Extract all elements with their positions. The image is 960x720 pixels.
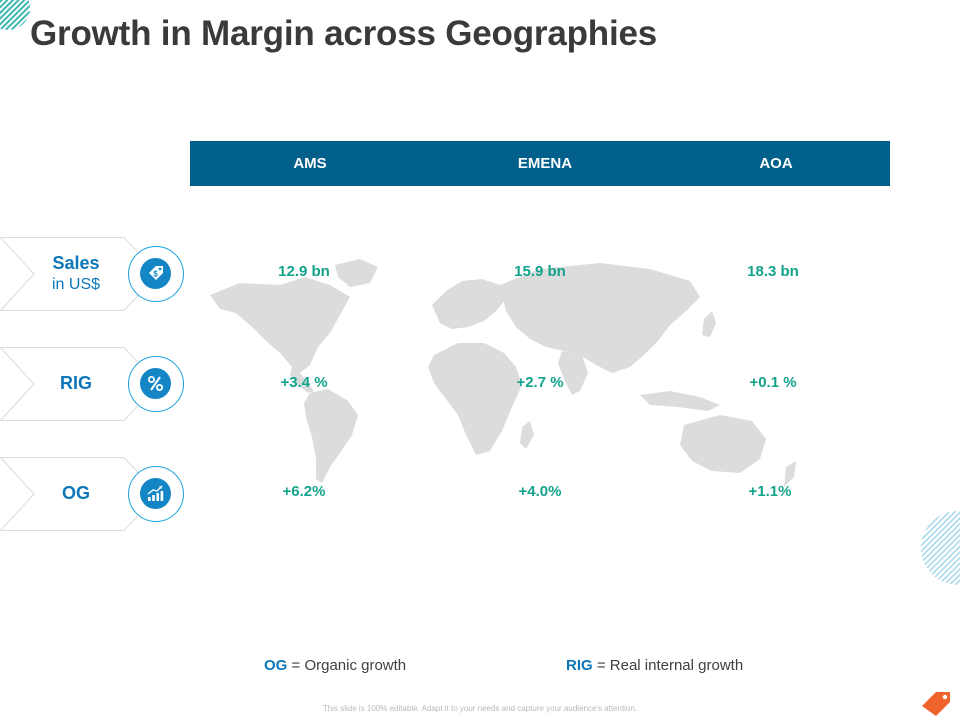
chevron-shape [0, 457, 159, 531]
growth-chart-icon [147, 485, 164, 501]
chevron-shape [0, 237, 159, 311]
column-header-emena: EMENA [517, 155, 573, 172]
cell-og-emena: +4.0% [518, 483, 562, 500]
sales-icon-badge: $ [128, 246, 184, 302]
price-tag-icon [922, 692, 950, 716]
legend-text: = Organic growth [291, 657, 407, 674]
cell-rig-emena: +2.7 % [516, 374, 564, 391]
cell-sales-emena: 15.9 bn [514, 263, 566, 280]
money-tag-icon: $ [149, 266, 163, 280]
column-header-ams: AMS [293, 155, 327, 172]
cell-sales-ams: 12.9 bn [278, 263, 330, 280]
legend-text: = Real internal growth [596, 657, 744, 674]
cell-og-aoa: +1.1% [748, 483, 792, 500]
svg-text:$: $ [153, 270, 158, 279]
row-label-text: Sales [52, 253, 100, 273]
row-label-text: OG [61, 483, 90, 503]
world-map [210, 259, 796, 487]
page-title: Growth in Margin across Geographies [30, 14, 658, 53]
row-label-rig: RIG [0, 347, 200, 421]
cell-rig-aoa: +0.1 % [749, 374, 797, 391]
region-header-bar: AMS EMENA AOA [190, 141, 890, 186]
legend-rig: RIG = Real internal growth [566, 657, 743, 674]
rig-icon-badge [128, 356, 184, 412]
legend-og: OG = Organic growth [264, 657, 406, 674]
corner-hatch-decoration [0, 0, 30, 30]
percent-icon [147, 375, 163, 391]
row-label-og: OG [0, 457, 200, 531]
cell-og-ams: +6.2% [282, 483, 326, 500]
og-icon-badge [128, 466, 184, 522]
side-hatch-decoration [921, 511, 960, 585]
legend-key: RIG [566, 657, 593, 674]
row-sublabel-text: in US$ [51, 276, 101, 293]
column-header-aoa: AOA [759, 155, 793, 172]
cell-rig-ams: +3.4 % [280, 374, 328, 391]
row-label-text: RIG [59, 373, 92, 393]
footer-note: This slide is 100% editable. Adapt it to… [322, 704, 638, 713]
chevron-shape [0, 347, 159, 421]
cell-sales-aoa: 18.3 bn [747, 263, 799, 280]
row-label-sales: Sales in US$ $ [0, 237, 200, 311]
legend-key: OG [264, 657, 288, 674]
